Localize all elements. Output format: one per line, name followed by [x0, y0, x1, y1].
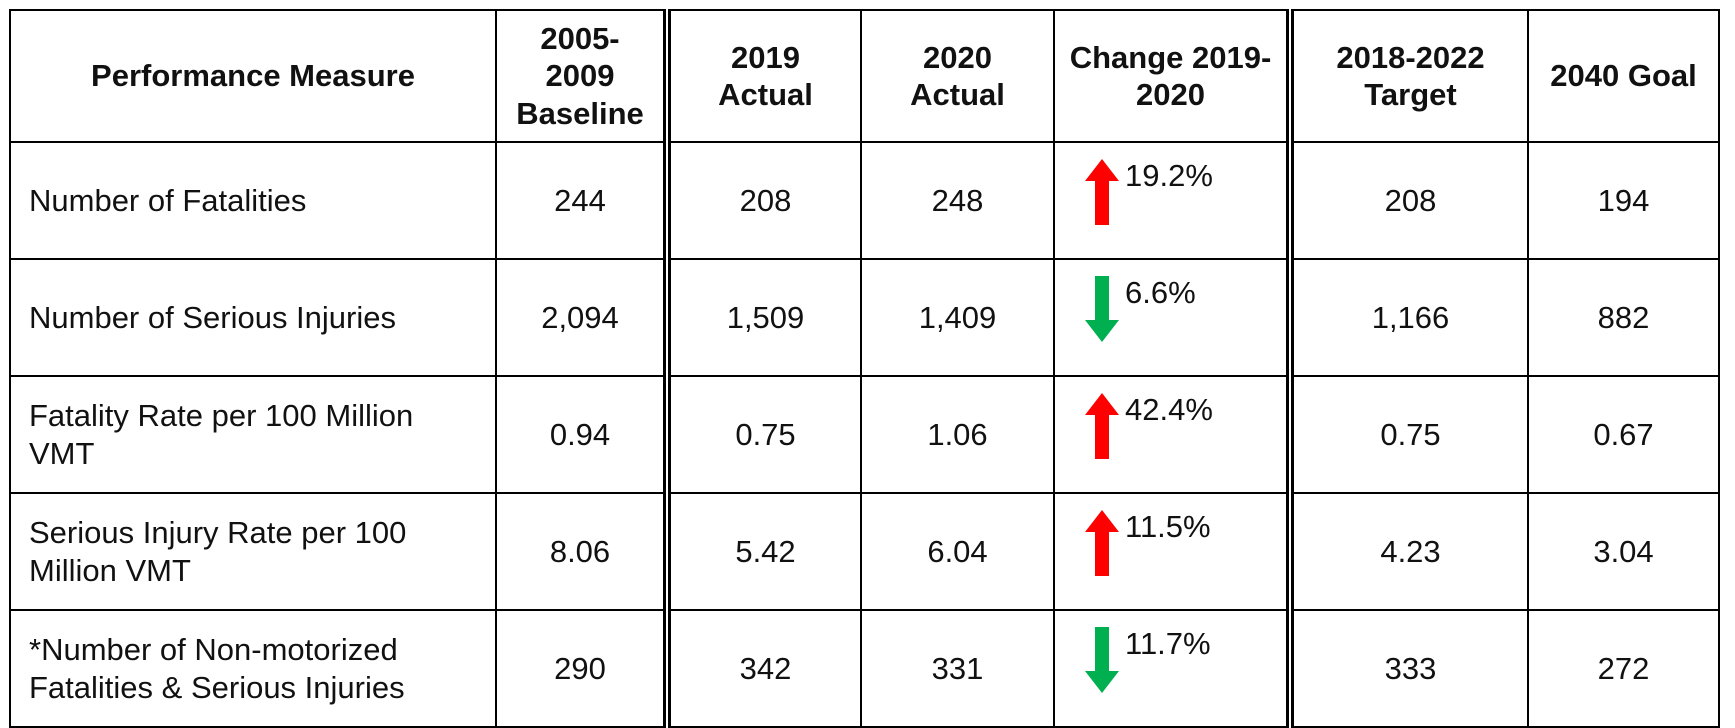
change-value: 6.6%: [1125, 275, 1196, 310]
table-cell: 42.4%: [1053, 375, 1291, 494]
table-cell: 8.06: [495, 492, 668, 611]
header-cell: 2020 Actual: [860, 9, 1055, 143]
down-arrow: [1085, 276, 1119, 342]
change-value: 11.5%: [1125, 509, 1211, 544]
table-cell: 4.23: [1286, 492, 1529, 611]
table-cell: Number of Fatalities: [9, 141, 497, 260]
table-cell: 342: [663, 609, 862, 728]
page: Performance Measure 2005-2009 Baseline 2…: [9, 9, 1720, 728]
up-arrow: [1085, 510, 1119, 576]
table-cell: 194: [1527, 141, 1720, 260]
header-cell: 2018-2022 Target: [1286, 9, 1529, 143]
header-cell: Change 2019-2020: [1053, 9, 1291, 143]
table-cell: 248: [860, 141, 1055, 260]
table-cell: Number of Serious Injuries: [9, 258, 497, 377]
change-value: 11.7%: [1125, 626, 1211, 661]
header-cell: 2019 Actual: [663, 9, 862, 143]
table-cell: 1,509: [663, 258, 862, 377]
table-body: Number of Fatalities 244 208 248 19.2% 208 194…: [9, 141, 1720, 728]
table-cell: 208: [663, 141, 862, 260]
table-cell: 2,094: [495, 258, 668, 377]
header-cell: 2040 Goal: [1527, 9, 1720, 143]
table-cell: 208: [1286, 141, 1529, 260]
header-row: Performance Measure 2005-2009 Baseline 2…: [9, 9, 1720, 143]
table-cell: 244: [495, 141, 668, 260]
table-cell: 272: [1527, 609, 1720, 728]
table-row: Number of Serious Injuries 2,094 1,509 1,40…: [9, 258, 1720, 377]
table-cell: 1,409: [860, 258, 1055, 377]
up-arrow: [1085, 159, 1119, 225]
table-cell: 6.04: [860, 492, 1055, 611]
header-cell: Performance Measure: [9, 9, 497, 143]
table-row: Serious Injury Rate per 100 Million VMT 8…: [9, 492, 1720, 611]
table-cell: 11.7%: [1053, 609, 1291, 728]
table-cell: 0.75: [1286, 375, 1529, 494]
change-value: 42.4%: [1125, 392, 1213, 427]
change-value: 19.2%: [1125, 158, 1213, 193]
table-cell: Serious Injury Rate per 100 Million VMT: [9, 492, 497, 611]
table-cell: 333: [1286, 609, 1529, 728]
table-cell: 0.67: [1527, 375, 1720, 494]
header-cell: 2005-2009 Baseline: [495, 9, 668, 143]
table-cell: Fatality Rate per 100 Million VMT: [9, 375, 497, 494]
table-row: *Number of Non-motorized Fatalities & Se…: [9, 609, 1720, 728]
table-row: Number of Fatalities 244 208 248 19.2% 208 194: [9, 141, 1720, 260]
table-cell: 5.42: [663, 492, 862, 611]
table-row: Fatality Rate per 100 Million VMT 0.94 0.7…: [9, 375, 1720, 494]
table-cell: 3.04: [1527, 492, 1720, 611]
down-arrow: [1085, 627, 1119, 693]
table-cell: 6.6%: [1053, 258, 1291, 377]
table-cell: 19.2%: [1053, 141, 1291, 260]
up-arrow: [1085, 393, 1119, 459]
table-cell: 290: [495, 609, 668, 728]
table-cell: 1,166: [1286, 258, 1529, 377]
table-cell: 882: [1527, 258, 1720, 377]
table-cell: 0.75: [663, 375, 862, 494]
table-cell: 0.94: [495, 375, 668, 494]
table-cell: *Number of Non-motorized Fatalities & Se…: [9, 609, 497, 728]
table-cell: 331: [860, 609, 1055, 728]
table-cell: 11.5%: [1053, 492, 1291, 611]
table-cell: 1.06: [860, 375, 1055, 494]
performance-table: Performance Measure 2005-2009 Baseline 2…: [9, 9, 1720, 728]
